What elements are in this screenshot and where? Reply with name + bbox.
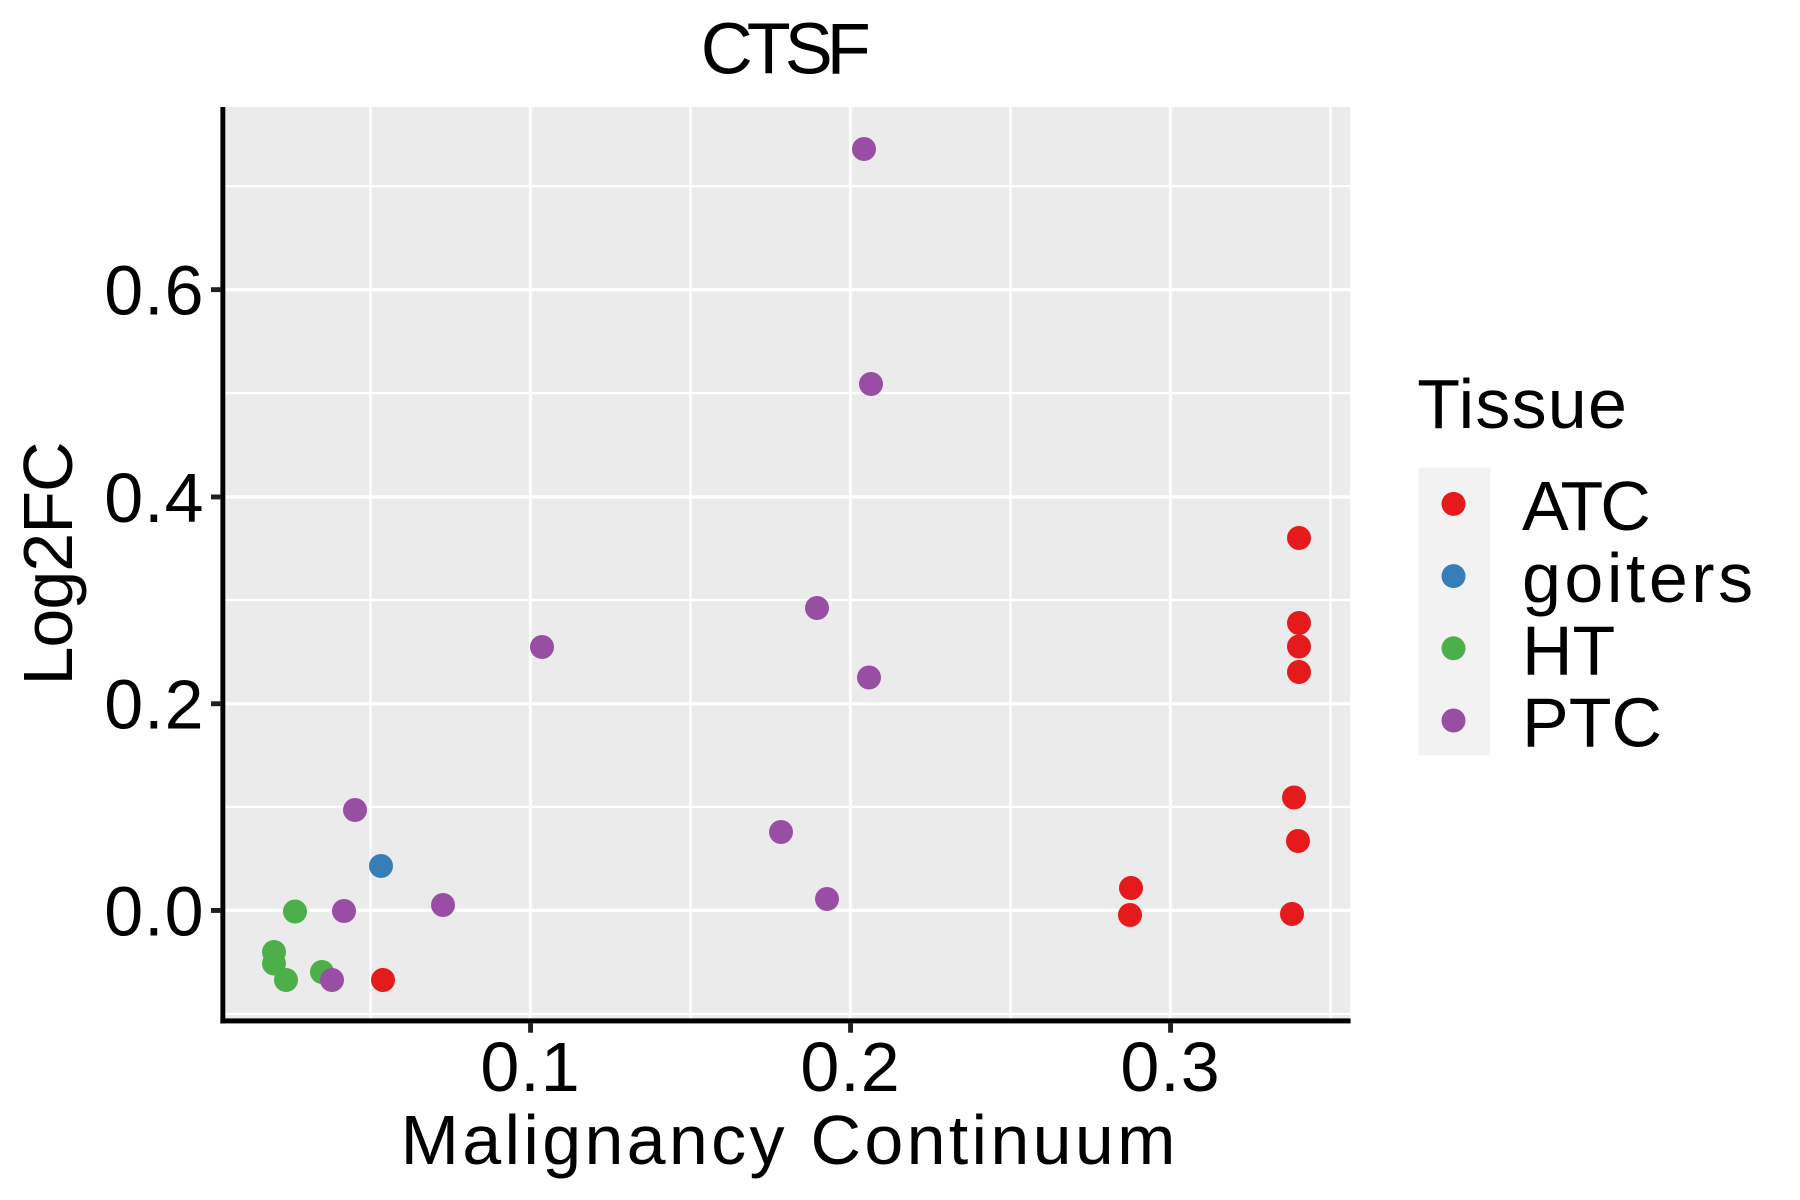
svg-text:Tissue: Tissue	[1417, 365, 1628, 443]
svg-text:0.1: 0.1	[480, 1028, 580, 1106]
svg-text:Malignancy Continuum: Malignancy Continuum	[401, 1101, 1179, 1179]
svg-text:ATC: ATC	[1522, 467, 1648, 545]
svg-text:HT: HT	[1522, 611, 1615, 689]
svg-text:goiters: goiters	[1522, 539, 1757, 617]
svg-text:CTSF: CTSF	[701, 10, 869, 90]
svg-text:0.6: 0.6	[104, 252, 204, 330]
svg-text:0.0: 0.0	[104, 872, 204, 950]
svg-text:0.3: 0.3	[1120, 1028, 1220, 1106]
svg-text:0.2: 0.2	[104, 666, 204, 744]
svg-text:0.4: 0.4	[104, 459, 204, 537]
svg-text:PTC: PTC	[1522, 684, 1662, 762]
svg-text:Log2FC: Log2FC	[9, 442, 87, 685]
svg-text:0.2: 0.2	[800, 1028, 900, 1106]
